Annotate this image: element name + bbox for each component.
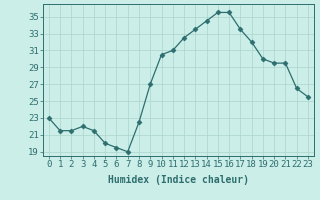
X-axis label: Humidex (Indice chaleur): Humidex (Indice chaleur)	[108, 175, 249, 185]
